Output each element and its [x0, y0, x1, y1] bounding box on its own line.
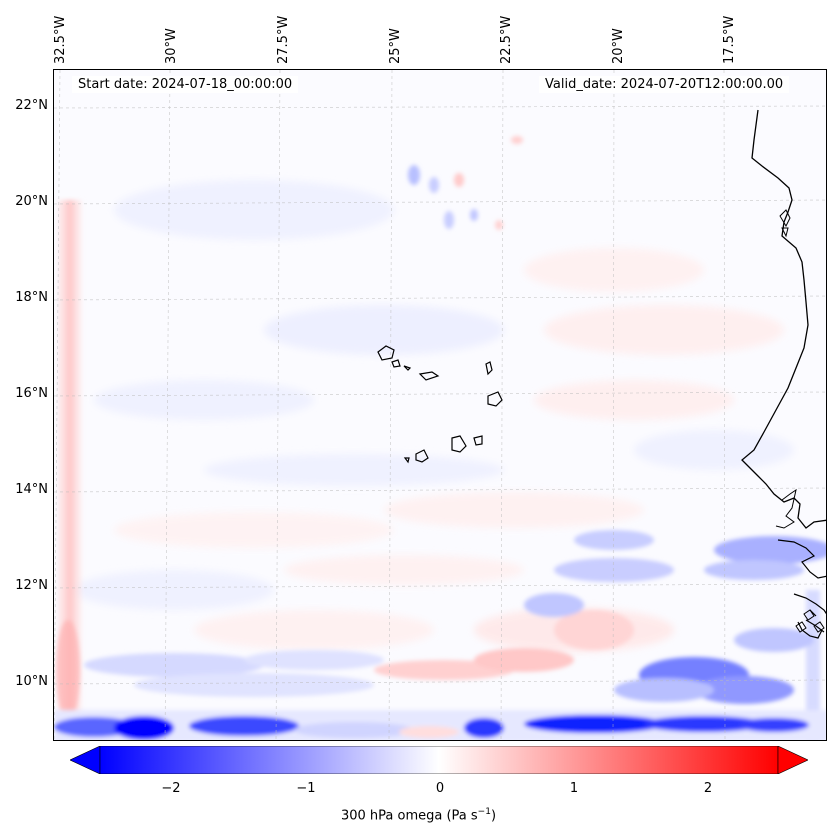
omega-field-map — [54, 70, 826, 740]
southern-band — [84, 530, 826, 704]
lat-tick-14n: 14°N — [15, 482, 48, 497]
west-africa-coastline — [741, 109, 826, 529]
right-edge-strip — [806, 590, 820, 740]
colorbar-label-text: 300 hPa omega (Pa s — [340, 808, 478, 824]
colorbar-tick-neg2: −2 — [161, 781, 181, 796]
colorbar-tick-1: 1 — [569, 781, 579, 796]
colorbar-tick-neg1: −1 — [296, 781, 316, 796]
coastal-inlet — [779, 209, 791, 238]
lon-tick-32.5w: 32.5°W — [53, 15, 68, 64]
lat-tick-20n: 20°N — [15, 194, 48, 209]
bijagos-islands — [795, 609, 825, 633]
lon-tick-17.5w: 17.5°W — [722, 15, 737, 64]
lon-tick-27.5w: 27.5°W — [276, 15, 291, 64]
colorbar-label-close: ) — [490, 808, 497, 824]
lon-tick-22.5w: 22.5°W — [499, 15, 514, 64]
colorbar-right-extension — [777, 746, 808, 774]
senegal-gambia-outline — [775, 488, 797, 529]
lat-tick-18n: 18°N — [15, 290, 48, 305]
colorbar-tick-2: 2 — [703, 781, 713, 796]
cape-verde-islands — [377, 345, 503, 464]
colorbar-label-exponent: −1 — [477, 807, 491, 817]
lat-tick-12n: 12°N — [15, 578, 48, 593]
lon-tick-20w: 20°W — [611, 28, 626, 64]
colorbar — [70, 746, 808, 774]
start-date-label: Start date: 2024-07-18_00:00:00 — [72, 76, 299, 93]
coastline-south — [777, 539, 826, 639]
colorbar-tick-0: 0 — [435, 781, 445, 796]
colorbar-label: 300 hPa omega (Pa s−1) — [0, 807, 837, 823]
valid-date-label: Valid_date: 2024-07-20T12:00:00.00 — [539, 76, 790, 93]
map-panel[interactable] — [53, 69, 827, 741]
lat-tick-10n: 10°N — [15, 674, 48, 689]
bottom-strong-band — [54, 710, 826, 740]
colorbar-left-extension — [70, 746, 101, 774]
lat-tick-22n: 22°N — [15, 98, 48, 113]
lat-tick-16n: 16°N — [15, 386, 48, 401]
central-cells — [408, 136, 523, 230]
lon-tick-30w: 30°W — [164, 28, 179, 64]
gridlines — [54, 70, 826, 740]
lon-tick-25w: 25°W — [388, 28, 403, 64]
colorbar-body — [99, 746, 779, 774]
